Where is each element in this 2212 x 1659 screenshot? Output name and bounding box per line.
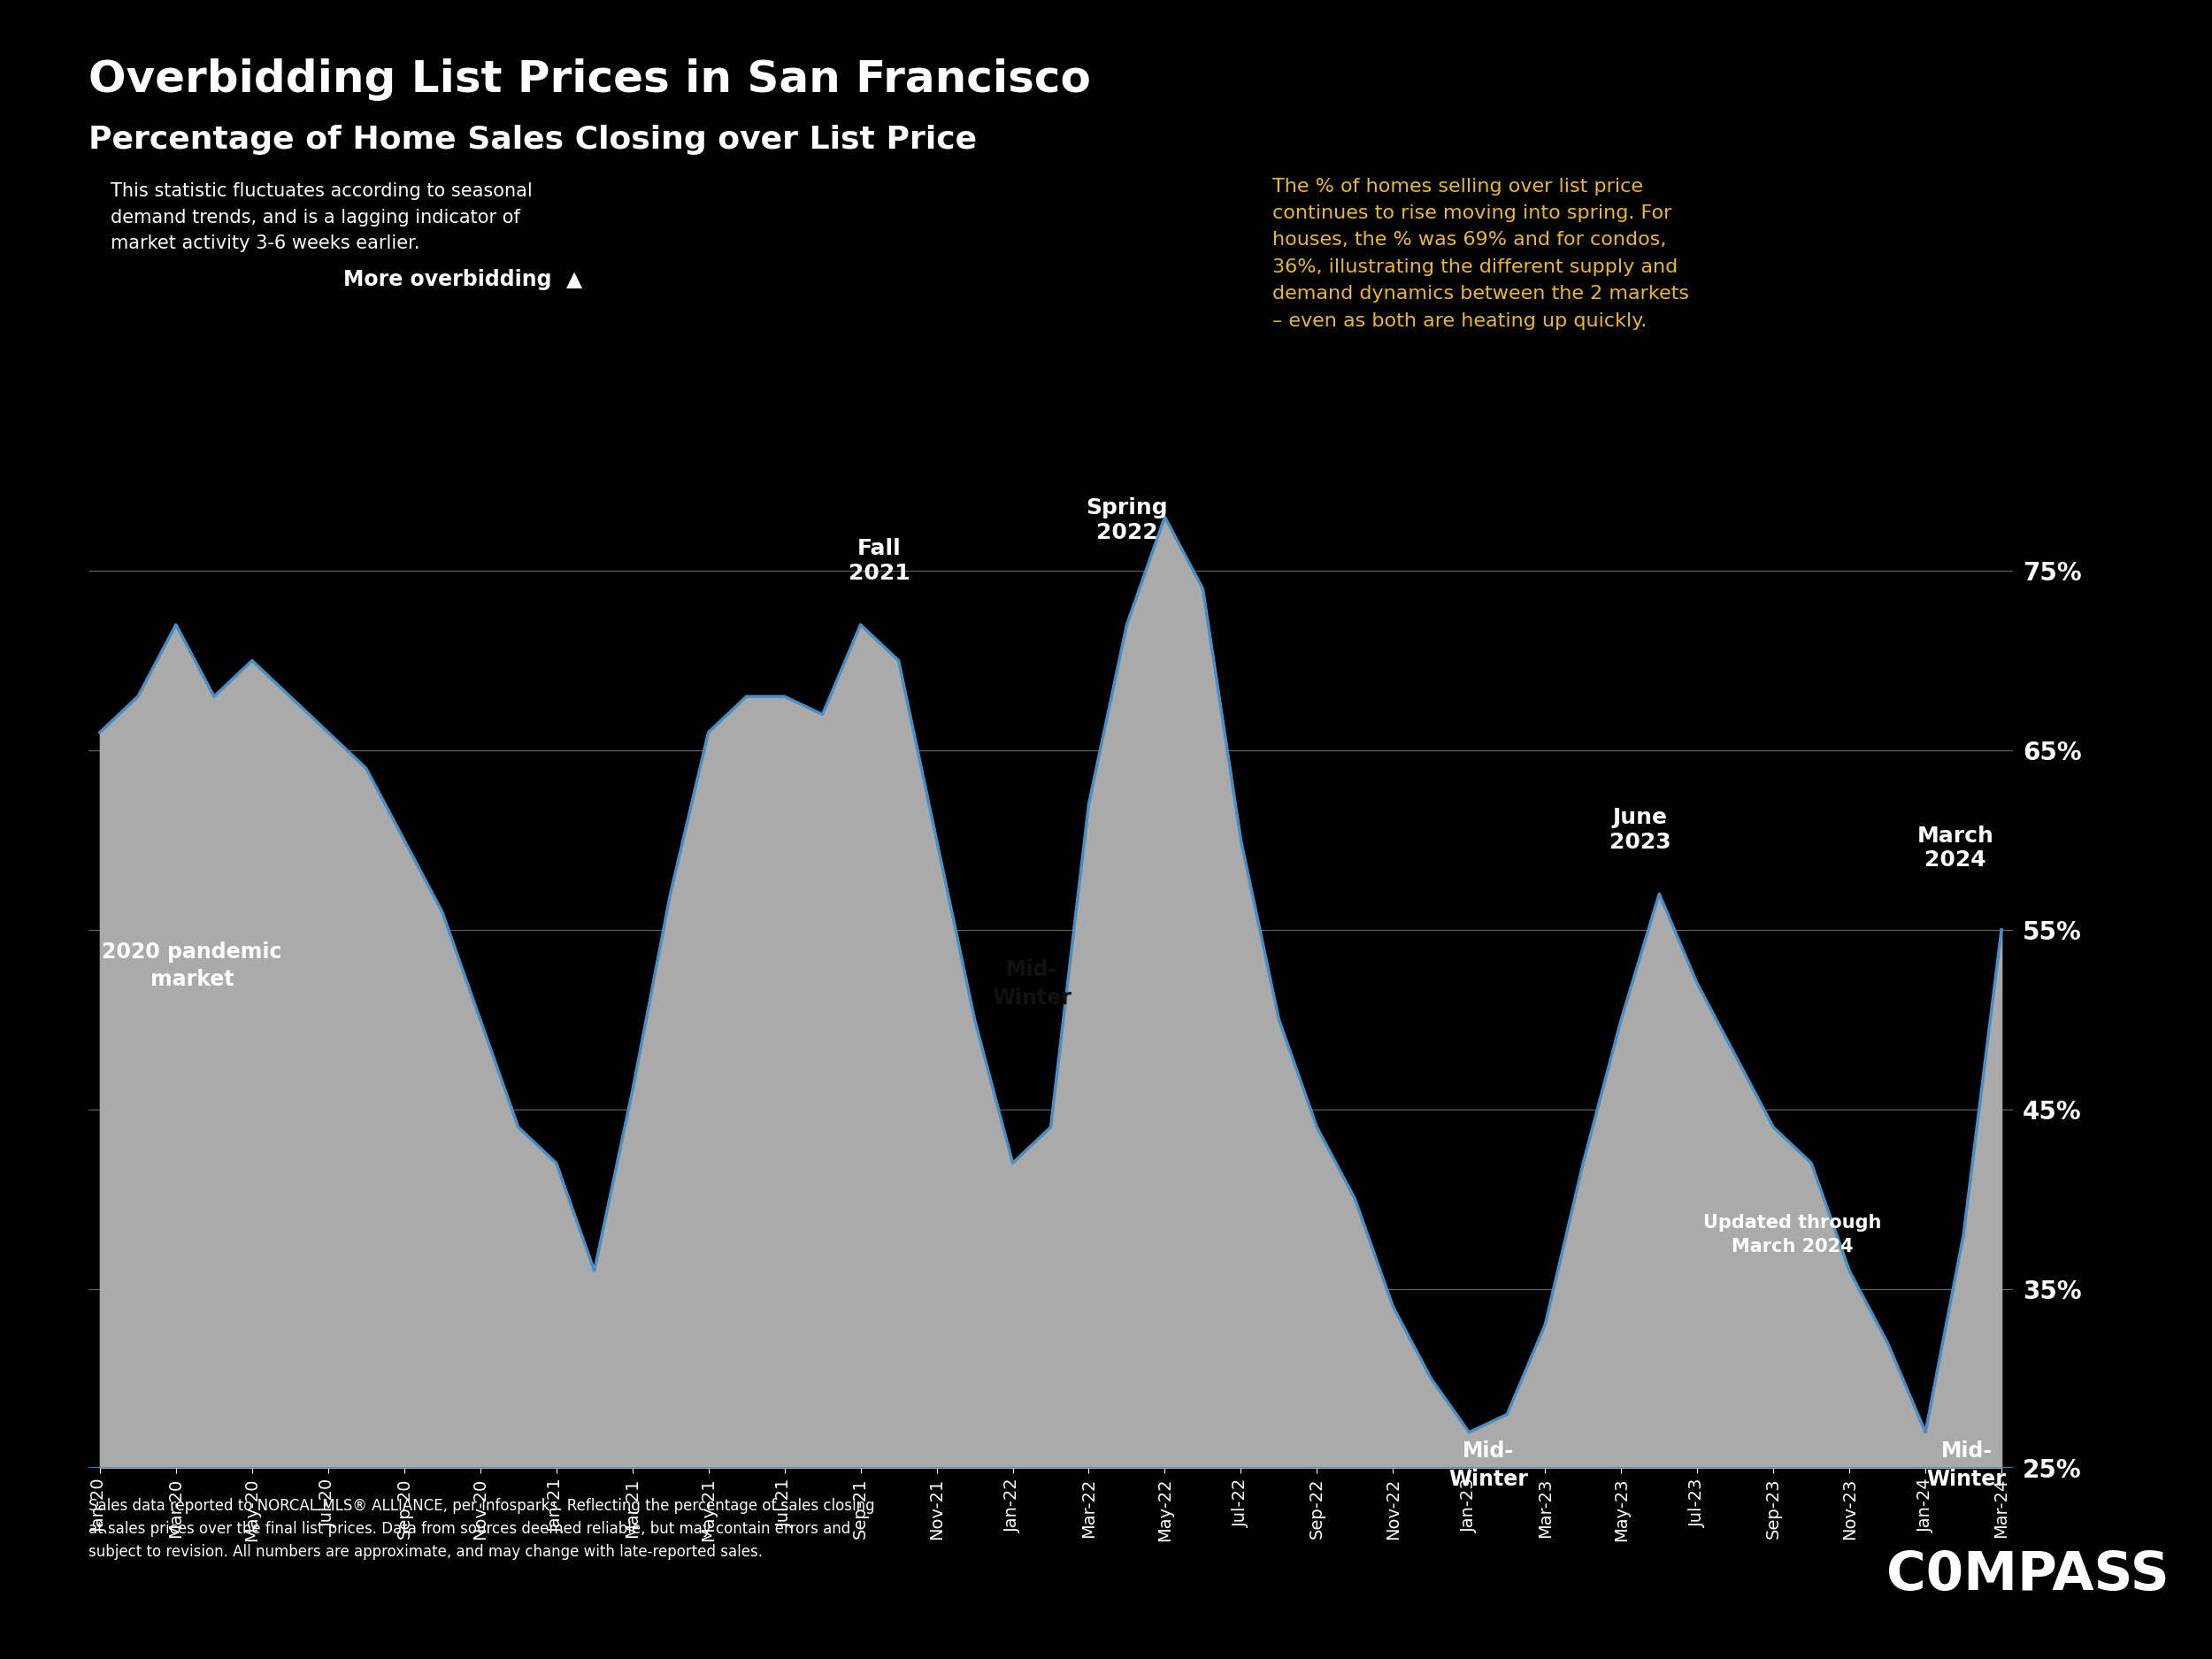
Text: More overbidding  ▲: More overbidding ▲ — [343, 269, 582, 290]
Text: Spring
2022: Spring 2022 — [1086, 498, 1168, 544]
Text: The % of homes selling over list price
continues to rise moving into spring. For: The % of homes selling over list price c… — [1272, 178, 1688, 330]
Text: June
2023: June 2023 — [1610, 808, 1670, 853]
Text: This statistic fluctuates according to seasonal
demand trends, and is a lagging : This statistic fluctuates according to s… — [111, 182, 533, 252]
Text: Mid-
Winter: Mid- Winter — [991, 959, 1071, 1009]
Text: Percentage of Home Sales Closing over List Price: Percentage of Home Sales Closing over Li… — [88, 124, 978, 154]
Text: Updated through
March 2024: Updated through March 2024 — [1703, 1214, 1882, 1256]
Text: Mid-
Winter: Mid- Winter — [1927, 1440, 2006, 1490]
Text: C0MPASS: C0MPASS — [1887, 1550, 2170, 1601]
Text: Mid-
Winter: Mid- Winter — [1449, 1440, 1528, 1490]
Text: Fall
2021: Fall 2021 — [849, 538, 911, 584]
Text: March
2024: March 2024 — [1918, 825, 1993, 871]
Text: 2020 pandemic
market: 2020 pandemic market — [102, 941, 281, 990]
Text: Overbidding List Prices in San Francisco: Overbidding List Prices in San Francisco — [88, 58, 1091, 101]
Text: Sales data reported to NORCAL MLS® ALLIANCE, per Infosparks. Reflecting the perc: Sales data reported to NORCAL MLS® ALLIA… — [88, 1498, 874, 1559]
